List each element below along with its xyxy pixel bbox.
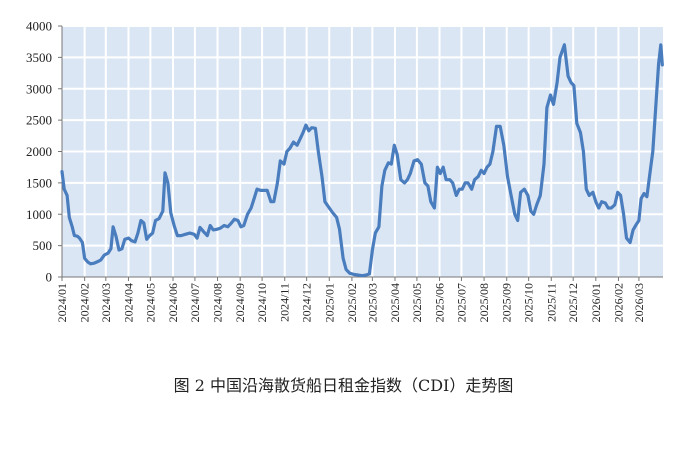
y-tick-label: 1000 xyxy=(26,207,52,222)
x-tick-label: 2025/10 xyxy=(522,283,536,322)
y-tick-label: 0 xyxy=(46,270,53,285)
x-tick-label: 2025/09 xyxy=(500,283,514,322)
x-tick-label: 2024/09 xyxy=(233,283,247,322)
y-tick-label: 4000 xyxy=(26,19,52,34)
x-tick-label: 2025/02 xyxy=(345,283,359,322)
series-line-cdi xyxy=(60,43,664,278)
x-tick-label: 2025/04 xyxy=(388,283,402,322)
x-tick-label: 2024/10 xyxy=(255,283,269,322)
y-tick-label: 500 xyxy=(33,238,53,253)
x-tick-label: 2024/08 xyxy=(211,283,225,322)
x-tick-label: 2025/03 xyxy=(365,283,379,322)
x-tick-label: 2025/12 xyxy=(566,283,580,322)
x-tick-label: 2025/08 xyxy=(477,283,491,322)
x-tick-label: 2024/04 xyxy=(121,283,135,322)
x-tick-label: 2024/11 xyxy=(278,283,292,322)
x-tick-label: 2024/03 xyxy=(99,283,113,322)
x-tick-label: 2024/07 xyxy=(188,283,202,322)
y-tick-label: 2500 xyxy=(26,113,52,128)
x-tick-label: 2025/01 xyxy=(322,283,336,322)
y-tick-label: 3500 xyxy=(26,50,52,65)
x-tick-label: 2026/03 xyxy=(632,283,646,322)
x-tick-label: 2026/01 xyxy=(589,283,603,322)
x-tick-label: 2024/05 xyxy=(143,283,157,322)
x-tick-label: 2025/06 xyxy=(433,283,447,322)
x-tick-label: 2025/11 xyxy=(544,283,558,322)
x-tick-label: 2024/02 xyxy=(78,283,92,322)
x-tick-label: 2024/01 xyxy=(55,283,69,322)
y-tick-label: 3000 xyxy=(26,81,52,96)
x-tick-label: 2024/12 xyxy=(300,283,314,322)
y-tick-label: 2000 xyxy=(26,144,52,159)
chart-caption: 图 2 中国沿海散货船日租金指数（CDI）走势图 xyxy=(173,376,514,395)
x-tick-label: 2025/07 xyxy=(454,283,468,322)
x-tick-label: 2026/02 xyxy=(611,283,625,322)
x-tick-label: 2024/06 xyxy=(166,283,180,322)
y-tick-label: 1500 xyxy=(26,175,52,190)
x-tick-label: 2025/05 xyxy=(410,283,424,322)
cdi-line-chart: 0 500 1000 1500 2000 2500 3000 3500 4000 2024/01 2… xyxy=(26,19,664,322)
